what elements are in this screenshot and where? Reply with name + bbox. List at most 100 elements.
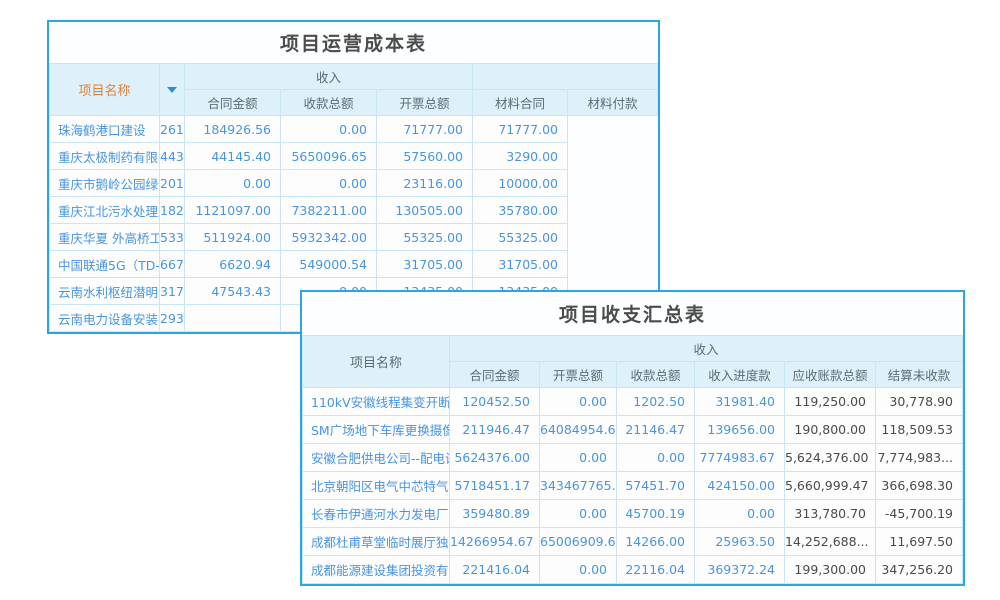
value-cell: 549000.54 bbox=[280, 250, 377, 278]
table-row[interactable]: 成都能源建设集团投资有限 221416.04 0.00 22116.04 369372.… bbox=[302, 555, 963, 584]
value-cell: 5650096.65 bbox=[280, 142, 377, 170]
column-header: 合同金额 bbox=[449, 361, 540, 388]
project-name-cell: 安徽合肥供电公司--配电设备 bbox=[302, 443, 450, 472]
project-name-header: 项目名称 bbox=[49, 63, 160, 116]
project-name-cell: 长春市伊通河水力发电厂改造 bbox=[302, 499, 450, 528]
project-name-cell: 云南水利枢纽潜明水库 bbox=[49, 277, 160, 305]
table-row[interactable]: 北京朝阳区电气中芯特气系统5718451.17343467765.557451.… bbox=[302, 471, 963, 500]
value-cell: 0.00 bbox=[280, 115, 377, 143]
project-name-cell: 成都能源建设集团投资有限 bbox=[302, 555, 450, 584]
value-cell: 120452.50 bbox=[449, 387, 540, 416]
table-row[interactable]: 重庆太极制药有限公司44345.4044145.405650096.655756… bbox=[49, 142, 658, 170]
value-cell: 0.00 bbox=[280, 169, 377, 197]
project-name-cell: 成都杜甫草堂临时展厅独立 bbox=[302, 527, 450, 556]
value-cell: 313,780.70 bbox=[784, 499, 876, 528]
value-cell: 293269.00 bbox=[159, 304, 185, 332]
value-cell: 14266954.67 bbox=[449, 527, 540, 556]
value-cell: 317086.35 bbox=[159, 277, 185, 305]
value-cell: 55325.00 bbox=[472, 223, 568, 251]
value-cell: 369372.24 bbox=[694, 555, 785, 584]
column-header: 开票总额 bbox=[539, 361, 617, 388]
project-name-cell: 重庆太极制药有限公司 bbox=[49, 142, 160, 170]
value-cell: 5,624,376.00 bbox=[784, 443, 876, 472]
value-cell: 25963.50 bbox=[694, 527, 785, 556]
value-cell: 184926.56 bbox=[184, 115, 281, 143]
table-row[interactable]: 长春市伊通河水力发电厂改造359480.890.0045700.190.0031… bbox=[302, 499, 963, 528]
value-cell: 0.00 bbox=[539, 555, 617, 584]
value-cell: 7774983.67 bbox=[694, 443, 785, 472]
table-row[interactable]: SM广场地下车库更换摄像机211946.4764084954.6521146.4… bbox=[302, 415, 963, 444]
table-row[interactable]: 珠海鹤港口建设2613146.56184926.560.0071777.0071… bbox=[49, 115, 658, 143]
value-cell: 44145.40 bbox=[184, 142, 281, 170]
value-cell: 14266.00 bbox=[616, 527, 695, 556]
value-cell: 35780.00 bbox=[472, 196, 568, 224]
value-cell: 1202.50 bbox=[616, 387, 695, 416]
table-row[interactable]: 中国联通5G（TD-SCDMA）667220.946620.94549000.5… bbox=[49, 250, 658, 278]
value-cell: 0.00 bbox=[694, 499, 785, 528]
value-cell: 6620.94 bbox=[184, 250, 281, 278]
value-cell: 5,660,999.47 bbox=[784, 471, 876, 500]
table-row[interactable]: 重庆华夏 外高桥工程设计533924.70511924.005932342.00… bbox=[49, 223, 658, 251]
value-cell: 7382211.00 bbox=[280, 196, 377, 224]
value-cell: 57560.00 bbox=[376, 142, 473, 170]
value-cell: 14,252,688... bbox=[784, 527, 876, 556]
income-summary-table-title: 项目收支汇总表 bbox=[302, 292, 963, 335]
income-summary-grid: 项目名称 收入 合同金额 开票总额 收款总额 收入进度款 应收账款总额 结算未收… bbox=[302, 335, 963, 584]
operating-cost-table: 项目运营成本表 项目名称 收入 合同金额 收款总额 bbox=[47, 20, 660, 334]
value-cell: 11,697.50 bbox=[875, 527, 963, 556]
table-row[interactable]: 重庆江北污水处理厂级配182309790.001121097.007382211… bbox=[49, 196, 658, 224]
project-name-cell: 中国联通5G（TD-SCDMA） bbox=[49, 250, 160, 278]
value-cell: 667220.94 bbox=[159, 250, 185, 278]
project-name-header: 项目名称 bbox=[302, 335, 450, 388]
operating-cost-table-title: 项目运营成本表 bbox=[49, 22, 658, 63]
value-cell: 1121097.00 bbox=[184, 196, 281, 224]
value-cell: -45,700.19 bbox=[875, 499, 963, 528]
value-cell: 71777.00 bbox=[376, 115, 473, 143]
column-header: 收款总额 bbox=[280, 89, 377, 116]
column-header: 开票总额 bbox=[376, 89, 473, 116]
value-cell: 31705.00 bbox=[376, 250, 473, 278]
value-cell: 511924.00 bbox=[184, 223, 281, 251]
value-cell: 0.00 bbox=[539, 387, 617, 416]
material-group-header bbox=[472, 63, 658, 90]
column-header: 收款总额 bbox=[616, 361, 695, 388]
value-cell: 71777.00 bbox=[472, 115, 568, 143]
value-cell: 44345.40 bbox=[159, 142, 185, 170]
project-name-filter-button[interactable] bbox=[159, 63, 185, 116]
table-row[interactable]: 安徽合肥供电公司--配电设备5624376.000.000.007774983.… bbox=[302, 443, 963, 472]
column-header: 收入进度款 bbox=[694, 361, 785, 388]
value-cell: 0.00 bbox=[184, 169, 281, 197]
column-header: 合同金额 bbox=[184, 89, 281, 116]
value-cell: 359480.89 bbox=[449, 499, 540, 528]
table-row[interactable]: 成都杜甫草堂临时展厅独立 14266954.67 65006909.60 14266.… bbox=[302, 527, 963, 556]
project-name-cell: 北京朝阳区电气中芯特气系统 bbox=[302, 471, 450, 500]
value-cell: 7,774,983... bbox=[875, 443, 963, 472]
value-cell: 31705.00 bbox=[472, 250, 568, 278]
value-cell: 533924.70 bbox=[159, 223, 185, 251]
value-cell: 21146.47 bbox=[616, 415, 695, 444]
column-header: 应收账款总额 bbox=[784, 361, 876, 388]
value-cell: 0.00 bbox=[616, 443, 695, 472]
column-header: 材料合同 bbox=[472, 89, 568, 116]
value-cell: 190,800.00 bbox=[784, 415, 876, 444]
value-cell: 347,256.20 bbox=[875, 555, 963, 584]
income-summary-table: 项目收支汇总表 项目名称 收入 合同金额 开票总额 收款总额 收入进度款 应收账… bbox=[300, 290, 965, 586]
project-name-cell: 云南电力设备安装有限公司 bbox=[49, 304, 160, 332]
value-cell: 139656.00 bbox=[694, 415, 785, 444]
value-cell: 64084954.65 bbox=[539, 415, 617, 444]
value-cell: 3290.00 bbox=[472, 142, 568, 170]
caret-down-icon bbox=[167, 86, 177, 93]
value-cell: 2010630.00 bbox=[159, 169, 185, 197]
table-row[interactable]: 重庆市鹅岭公园绿化景观2010630.000.000.0023116.00100… bbox=[49, 169, 658, 197]
value-cell: 182309790.00 bbox=[159, 196, 185, 224]
value-cell: 45700.19 bbox=[616, 499, 695, 528]
value-cell: 30,778.90 bbox=[875, 387, 963, 416]
column-header: 材料付款 bbox=[567, 89, 658, 116]
value-cell: 130505.00 bbox=[376, 196, 473, 224]
table-row[interactable]: 110kV安徽线程集变开断线 120452.50 0.00 1202.50 31981.… bbox=[302, 387, 963, 416]
value-cell: 0.00 bbox=[539, 443, 617, 472]
value-cell: 65006909.60 bbox=[539, 527, 617, 556]
project-name-cell: 重庆华夏 外高桥工程设计 bbox=[49, 223, 160, 251]
value-cell: 2613146.56 bbox=[159, 115, 185, 143]
